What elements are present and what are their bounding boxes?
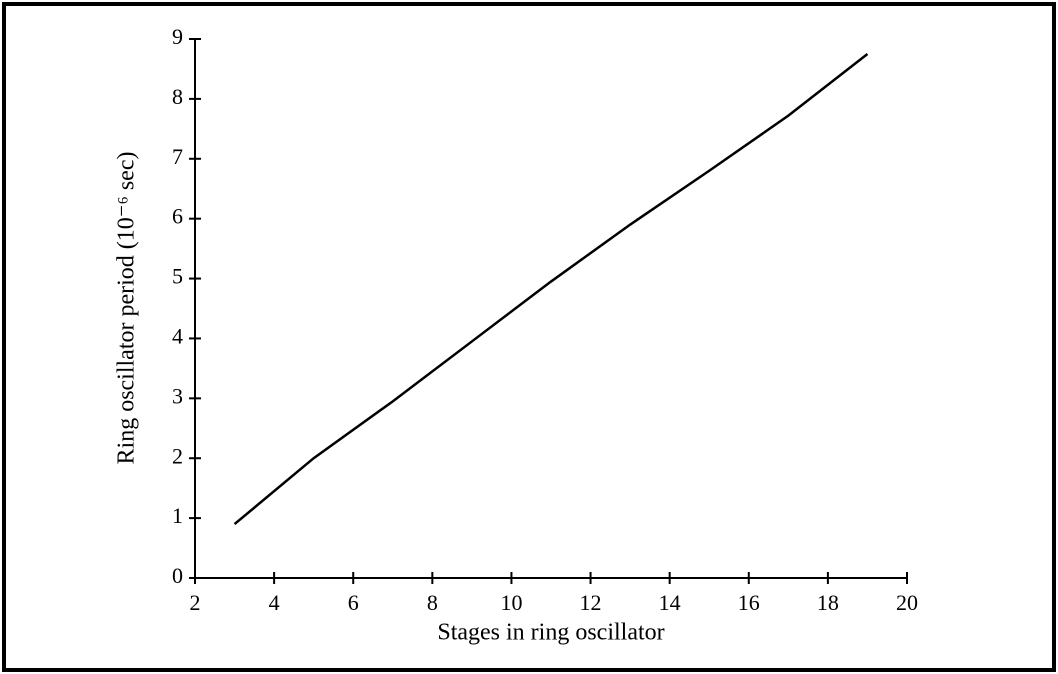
x-tick-label: 20 [896, 590, 918, 615]
y-tick-label: 6 [172, 204, 183, 229]
y-tick-label: 8 [172, 84, 183, 109]
x-tick-label: 16 [738, 590, 760, 615]
x-tick-label: 8 [427, 590, 438, 615]
y-axis-label: Ring oscillator period (10⁻⁶ sec) [114, 152, 140, 465]
y-tick-label: 0 [172, 563, 183, 588]
y-tick-label: 4 [172, 323, 183, 348]
y-tick-label: 7 [172, 144, 183, 169]
x-tick-label: 12 [580, 590, 602, 615]
x-tick-label: 14 [659, 590, 681, 615]
y-tick-label: 5 [172, 264, 183, 289]
x-tick-label: 18 [817, 590, 839, 615]
y-tick-label: 3 [172, 383, 183, 408]
y-tick-label: 9 [172, 24, 183, 49]
x-tick-label: 2 [190, 590, 201, 615]
y-tick-label: 1 [172, 503, 183, 528]
x-tick-label: 4 [269, 590, 280, 615]
y-tick-label: 2 [172, 443, 183, 468]
data-line [233, 52, 869, 526]
x-axis-label: Stages in ring oscillator [437, 620, 664, 646]
x-tick-label: 10 [500, 590, 522, 615]
x-tick-label: 6 [348, 590, 359, 615]
